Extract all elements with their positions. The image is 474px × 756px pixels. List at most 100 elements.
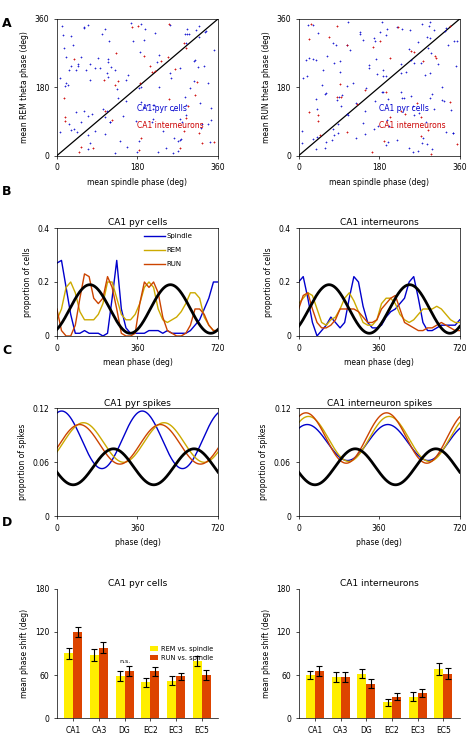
Y-axis label: proportion of cells: proportion of cells [264, 247, 273, 317]
Point [152, 65, 159, 77]
Point [87, 58, 94, 70]
Point [148, 116, 156, 129]
Title: CA1 interneurons: CA1 interneurons [340, 579, 419, 588]
Text: C: C [2, 344, 11, 357]
Point [61, 79, 68, 91]
Bar [435, 669, 444, 718]
Point [427, 67, 434, 79]
Point [409, 146, 417, 158]
Point [419, 132, 426, 144]
Point [370, 32, 378, 44]
Text: n.s.: n.s. [119, 659, 130, 665]
Point [322, 86, 330, 98]
Point [407, 54, 415, 66]
Point [136, 135, 143, 147]
Point [321, 88, 329, 101]
Point [349, 77, 356, 89]
Point [67, 29, 74, 42]
Point [181, 29, 189, 41]
Point [438, 94, 446, 106]
Point [370, 122, 378, 135]
Point [380, 135, 388, 147]
Point [127, 17, 134, 29]
Point [313, 131, 321, 143]
Point [330, 129, 338, 141]
Point [67, 60, 74, 72]
Point [397, 86, 404, 98]
Bar [383, 702, 392, 718]
Y-axis label: mean phase shift (deg): mean phase shift (deg) [262, 609, 271, 698]
Point [104, 56, 112, 68]
Point [155, 146, 162, 158]
Point [124, 69, 132, 81]
Point [421, 69, 428, 81]
Point [353, 97, 360, 109]
Point [176, 113, 184, 125]
Point [362, 105, 369, 117]
Point [424, 125, 431, 137]
Point [344, 108, 351, 120]
Point [182, 36, 190, 48]
Point [344, 16, 352, 28]
Point [447, 104, 455, 116]
Point [196, 31, 203, 43]
Point [452, 60, 460, 73]
Point [378, 16, 385, 28]
Point [123, 141, 131, 153]
Point [101, 129, 109, 141]
Point [447, 20, 454, 32]
Point [362, 85, 369, 97]
Point [133, 115, 140, 127]
Point [180, 125, 188, 137]
Point [167, 72, 174, 84]
Point [393, 21, 401, 33]
Point [77, 116, 85, 128]
Point [174, 135, 182, 147]
Point [314, 104, 321, 116]
Point [425, 42, 432, 54]
Point [449, 126, 456, 138]
Point [170, 132, 178, 144]
Point [438, 81, 446, 93]
Point [86, 74, 94, 86]
Point [176, 62, 184, 74]
Point [64, 79, 72, 91]
Point [59, 29, 67, 41]
Text: CA1 pyr cells: CA1 pyr cells [379, 104, 429, 113]
Point [67, 124, 75, 136]
Point [379, 64, 387, 76]
Point [119, 110, 127, 122]
Point [191, 75, 198, 87]
Point [207, 114, 215, 126]
Point [356, 26, 364, 38]
Title: CA1 pyr cells: CA1 pyr cells [108, 579, 167, 588]
Point [108, 114, 116, 126]
Y-axis label: proportion of spikes: proportion of spikes [18, 424, 27, 500]
Point [146, 60, 154, 72]
Point [365, 62, 373, 74]
Point [153, 56, 161, 68]
Point [353, 132, 360, 144]
Point [368, 146, 376, 158]
Point [408, 90, 415, 102]
Point [309, 53, 317, 65]
Point [60, 92, 68, 104]
Point [334, 127, 341, 139]
Point [426, 17, 434, 29]
Point [376, 26, 384, 38]
Point [105, 35, 113, 47]
Point [428, 143, 436, 155]
Point [446, 96, 454, 108]
Point [164, 51, 172, 64]
Point [182, 109, 190, 121]
Point [431, 50, 438, 62]
Point [137, 81, 145, 93]
Point [453, 35, 461, 47]
Text: Spindle: Spindle [166, 233, 192, 239]
Point [398, 23, 406, 36]
Point [137, 77, 144, 89]
Point [192, 24, 200, 36]
Point [383, 70, 390, 82]
Point [170, 104, 177, 116]
Point [204, 76, 211, 88]
